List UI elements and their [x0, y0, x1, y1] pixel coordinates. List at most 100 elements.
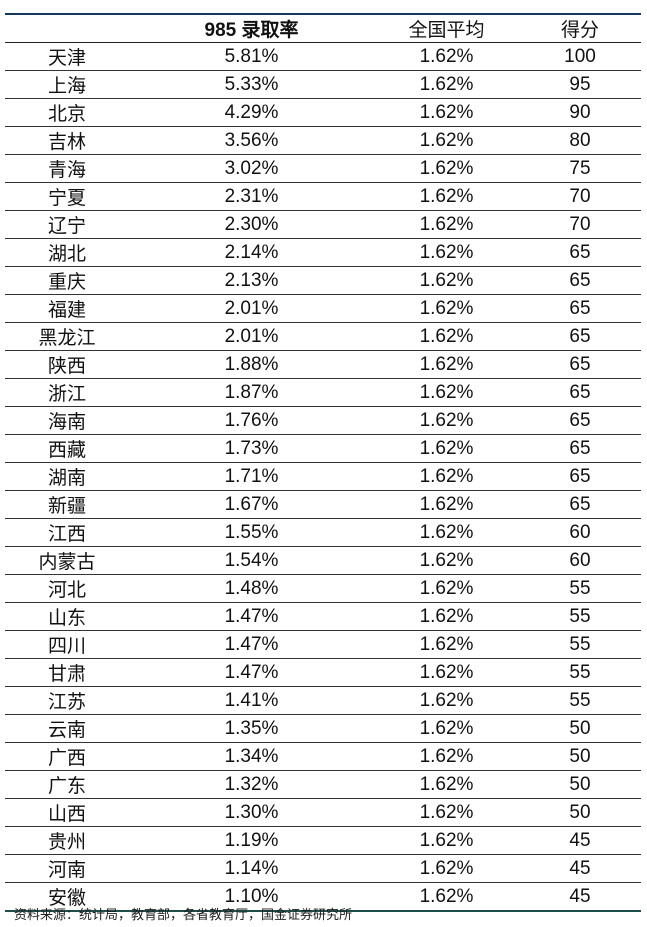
rate-cell: 1.73%	[129, 434, 374, 463]
province-cell: 河南	[5, 854, 129, 883]
province-cell: 广东	[5, 770, 129, 799]
rate-cell: 2.30%	[129, 210, 374, 239]
table-row: 江苏 1.41% 1.62% 55	[5, 686, 641, 715]
score-cell: 50	[519, 798, 641, 827]
score-cell: 65	[519, 490, 641, 519]
national-average-cell: 1.62%	[374, 126, 519, 155]
national-average-cell: 1.62%	[374, 154, 519, 183]
score-cell: 70	[519, 210, 641, 239]
national-average-cell: 1.62%	[374, 238, 519, 267]
header-score: 得分	[519, 14, 641, 43]
province-cell: 重庆	[5, 266, 129, 295]
national-average-cell: 1.62%	[374, 182, 519, 211]
rate-cell: 1.41%	[129, 686, 374, 715]
table-row: 湖南 1.71% 1.62% 65	[5, 462, 641, 491]
table-row: 河南 1.14% 1.62% 45	[5, 854, 641, 883]
national-average-cell: 1.62%	[374, 490, 519, 519]
table-row: 重庆 2.13% 1.62% 65	[5, 266, 641, 295]
province-cell: 河北	[5, 574, 129, 603]
score-cell: 75	[519, 154, 641, 183]
header-985-rate: 985 录取率	[129, 14, 374, 43]
table-row: 上海 5.33% 1.62% 95	[5, 70, 641, 99]
table-row: 宁夏 2.31% 1.62% 70	[5, 182, 641, 211]
rate-cell: 1.47%	[129, 658, 374, 687]
rate-cell: 1.88%	[129, 350, 374, 379]
rate-cell: 3.02%	[129, 154, 374, 183]
national-average-cell: 1.62%	[374, 658, 519, 687]
score-cell: 65	[519, 378, 641, 407]
rate-cell: 1.71%	[129, 462, 374, 491]
table-row: 江西 1.55% 1.62% 60	[5, 518, 641, 547]
national-average-cell: 1.62%	[374, 266, 519, 295]
score-cell: 45	[519, 826, 641, 855]
national-average-cell: 1.62%	[374, 294, 519, 323]
table-row: 云南 1.35% 1.62% 50	[5, 714, 641, 743]
score-cell: 65	[519, 350, 641, 379]
province-cell: 湖南	[5, 462, 129, 491]
province-cell: 江苏	[5, 686, 129, 715]
national-average-cell: 1.62%	[374, 574, 519, 603]
national-average-cell: 1.62%	[374, 42, 519, 71]
national-average-cell: 1.62%	[374, 70, 519, 99]
score-cell: 65	[519, 462, 641, 491]
table-row: 浙江 1.87% 1.62% 65	[5, 378, 641, 407]
rate-cell: 1.30%	[129, 798, 374, 827]
score-cell: 90	[519, 98, 641, 127]
province-cell: 辽宁	[5, 210, 129, 239]
national-average-cell: 1.62%	[374, 98, 519, 127]
province-cell: 湖北	[5, 238, 129, 267]
table-row: 北京 4.29% 1.62% 90	[5, 98, 641, 127]
rate-cell: 2.31%	[129, 182, 374, 211]
national-average-cell: 1.62%	[374, 546, 519, 575]
national-average-cell: 1.62%	[374, 770, 519, 799]
score-cell: 45	[519, 854, 641, 883]
province-cell: 黑龙江	[5, 322, 129, 351]
header-national-average: 全国平均	[374, 14, 519, 43]
score-cell: 55	[519, 658, 641, 687]
table-row: 山西 1.30% 1.62% 50	[5, 798, 641, 827]
table-row: 广东 1.32% 1.62% 50	[5, 770, 641, 799]
national-average-cell: 1.62%	[374, 826, 519, 855]
rate-cell: 1.34%	[129, 742, 374, 771]
header-row: 985 录取率 全国平均 得分	[5, 14, 641, 43]
score-cell: 55	[519, 602, 641, 631]
table-row: 辽宁 2.30% 1.62% 70	[5, 210, 641, 239]
source-footnote: 资料来源：统计局，教育部，各省教育厅，国金证券研究所	[14, 908, 353, 923]
province-cell: 宁夏	[5, 182, 129, 211]
score-cell: 65	[519, 322, 641, 351]
score-cell: 55	[519, 574, 641, 603]
score-cell: 100	[519, 42, 641, 71]
province-cell: 安徽	[5, 882, 129, 912]
national-average-cell: 1.62%	[374, 798, 519, 827]
rate-cell: 3.56%	[129, 126, 374, 155]
province-cell: 内蒙古	[5, 546, 129, 575]
rate-cell: 1.10%	[129, 882, 374, 912]
rate-cell: 5.33%	[129, 70, 374, 99]
province-cell: 浙江	[5, 378, 129, 407]
province-cell: 天津	[5, 42, 129, 71]
score-cell: 55	[519, 686, 641, 715]
rate-cell: 2.01%	[129, 294, 374, 323]
score-cell: 65	[519, 266, 641, 295]
table-row: 新疆 1.67% 1.62% 65	[5, 490, 641, 519]
score-cell: 45	[519, 882, 641, 912]
national-average-cell: 1.62%	[374, 434, 519, 463]
national-average-cell: 1.62%	[374, 714, 519, 743]
national-average-cell: 1.62%	[374, 742, 519, 771]
rate-cell: 1.35%	[129, 714, 374, 743]
table-row: 西藏 1.73% 1.62% 65	[5, 434, 641, 463]
national-average-cell: 1.62%	[374, 210, 519, 239]
admission-rate-table: 985 录取率 全国平均 得分 天津 5.81% 1.62% 100 上海 5.33% 1.…	[5, 13, 641, 912]
table-row: 黑龙江 2.01% 1.62% 65	[5, 322, 641, 351]
province-cell: 四川	[5, 630, 129, 659]
table-row: 湖北 2.14% 1.62% 65	[5, 238, 641, 267]
province-cell: 青海	[5, 154, 129, 183]
score-cell: 50	[519, 714, 641, 743]
national-average-cell: 1.62%	[374, 854, 519, 883]
province-cell: 新疆	[5, 490, 129, 519]
rate-cell: 1.55%	[129, 518, 374, 547]
table-row: 天津 5.81% 1.62% 100	[5, 42, 641, 71]
table-row: 河北 1.48% 1.62% 55	[5, 574, 641, 603]
score-cell: 60	[519, 546, 641, 575]
rate-cell: 5.81%	[129, 42, 374, 71]
